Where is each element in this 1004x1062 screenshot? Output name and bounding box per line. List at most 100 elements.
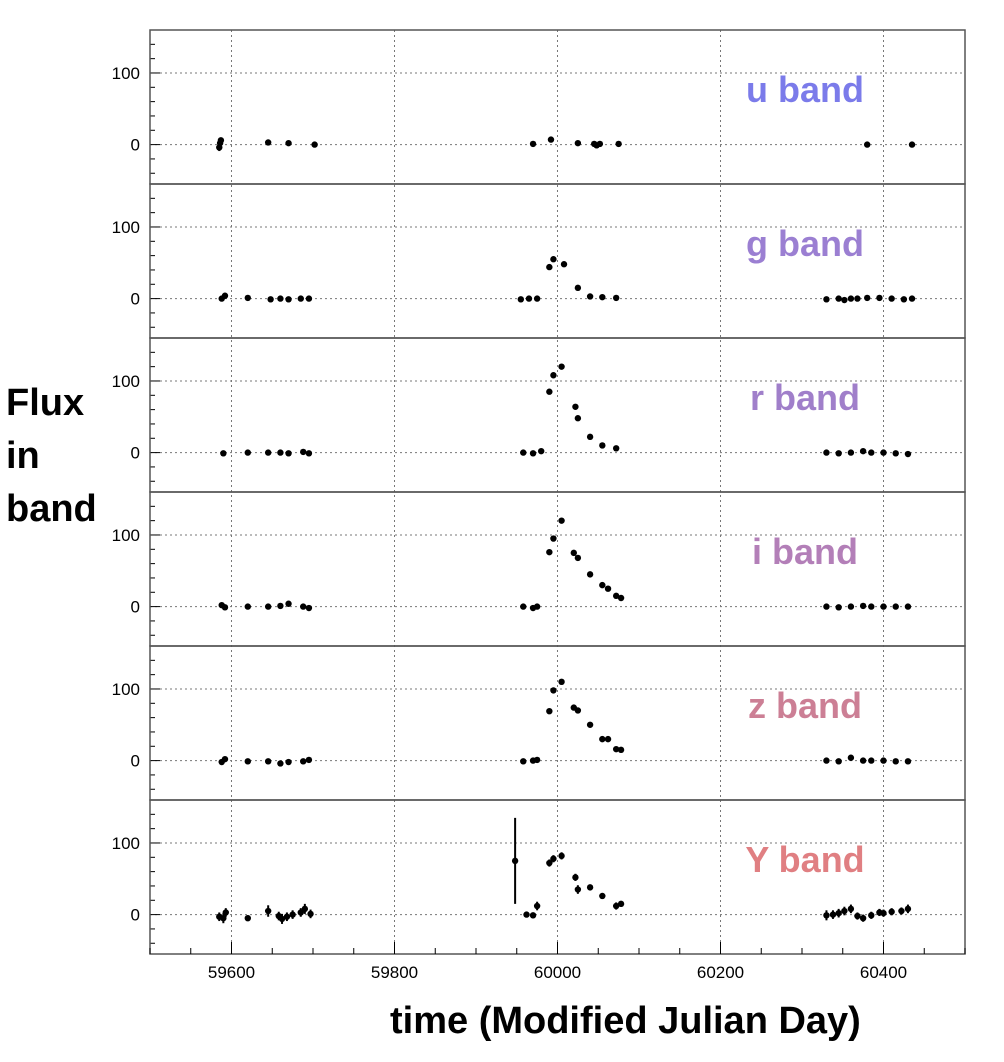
data-point [307, 909, 314, 919]
data-point [221, 755, 229, 763]
marker [900, 296, 908, 303]
marker [533, 603, 541, 610]
data-point [244, 758, 251, 765]
marker [823, 912, 830, 919]
data-point [220, 450, 227, 457]
data-point [847, 754, 855, 761]
marker [880, 757, 887, 764]
marker [264, 758, 272, 765]
marker [538, 447, 545, 455]
marker [904, 450, 912, 458]
marker [835, 295, 842, 302]
data-point [859, 914, 867, 922]
data-point [617, 900, 625, 908]
band-label: r band [750, 377, 860, 418]
data-point [523, 911, 530, 918]
marker [823, 296, 830, 303]
marker [892, 758, 899, 765]
data-point [301, 903, 309, 914]
data-point [264, 905, 272, 917]
x-tick-label: 59800 [371, 963, 418, 982]
marker [864, 141, 871, 148]
marker [546, 388, 553, 395]
y-axis-label-line-2: in [6, 435, 40, 477]
data-point [546, 388, 553, 395]
data-point [550, 855, 557, 863]
marker [599, 892, 606, 900]
data-point [880, 449, 887, 456]
marker [841, 907, 848, 915]
data-point [829, 910, 837, 919]
marker [305, 756, 313, 764]
data-point [880, 603, 887, 610]
marker [546, 548, 553, 556]
marker [277, 602, 284, 610]
data-point [604, 585, 612, 592]
marker [868, 757, 875, 764]
marker [835, 909, 842, 917]
data-point [221, 292, 229, 299]
data-point [511, 817, 519, 904]
y-tick-label: 100 [112, 526, 140, 545]
data-point [880, 757, 887, 764]
marker [572, 403, 579, 410]
data-point [617, 746, 625, 754]
data-point [277, 449, 284, 456]
data-point [586, 721, 594, 728]
data-point [550, 687, 557, 694]
data-point [864, 141, 871, 148]
x-axis-label: time (Modified Julian Day) [390, 1000, 861, 1042]
y-tick-label: 0 [131, 906, 140, 925]
data-point [244, 914, 251, 922]
marker [520, 449, 527, 456]
data-point [525, 295, 533, 302]
marker [876, 294, 883, 302]
data-point [533, 901, 541, 911]
marker [217, 137, 225, 144]
data-point [599, 892, 606, 900]
data-point [904, 603, 912, 610]
marker [529, 912, 537, 919]
data-point [264, 139, 272, 146]
marker [888, 908, 895, 915]
marker [285, 758, 292, 766]
marker [586, 293, 594, 300]
data-point [868, 911, 875, 919]
data-point [305, 604, 313, 612]
data-point [529, 140, 537, 148]
marker [533, 295, 541, 302]
marker [307, 910, 314, 918]
y-tick-label: 100 [112, 680, 140, 699]
marker [297, 295, 304, 302]
data-point [847, 603, 855, 610]
marker [841, 296, 848, 304]
data-point [285, 296, 292, 303]
marker [868, 449, 875, 456]
data-point [546, 859, 553, 867]
marker [529, 450, 537, 457]
panel-g-band: 0 100 g band [112, 183, 966, 339]
data-point [612, 902, 620, 910]
marker [880, 449, 887, 456]
marker [511, 857, 519, 865]
data-point [612, 294, 620, 302]
data-point [823, 449, 830, 456]
data-point [277, 602, 284, 610]
marker [278, 915, 286, 923]
y-tick-label: 0 [131, 598, 140, 617]
marker [823, 757, 830, 764]
marker [550, 535, 557, 542]
marker [859, 914, 867, 922]
data-point [599, 735, 606, 743]
data-point [244, 449, 251, 456]
data-point [599, 293, 606, 301]
marker [823, 603, 830, 610]
data-point [558, 517, 565, 524]
marker [546, 859, 553, 867]
data-point [847, 449, 855, 456]
marker [267, 296, 274, 303]
data-point [547, 136, 555, 143]
x-tick-label: 59600 [208, 963, 255, 982]
data-point [297, 295, 304, 302]
